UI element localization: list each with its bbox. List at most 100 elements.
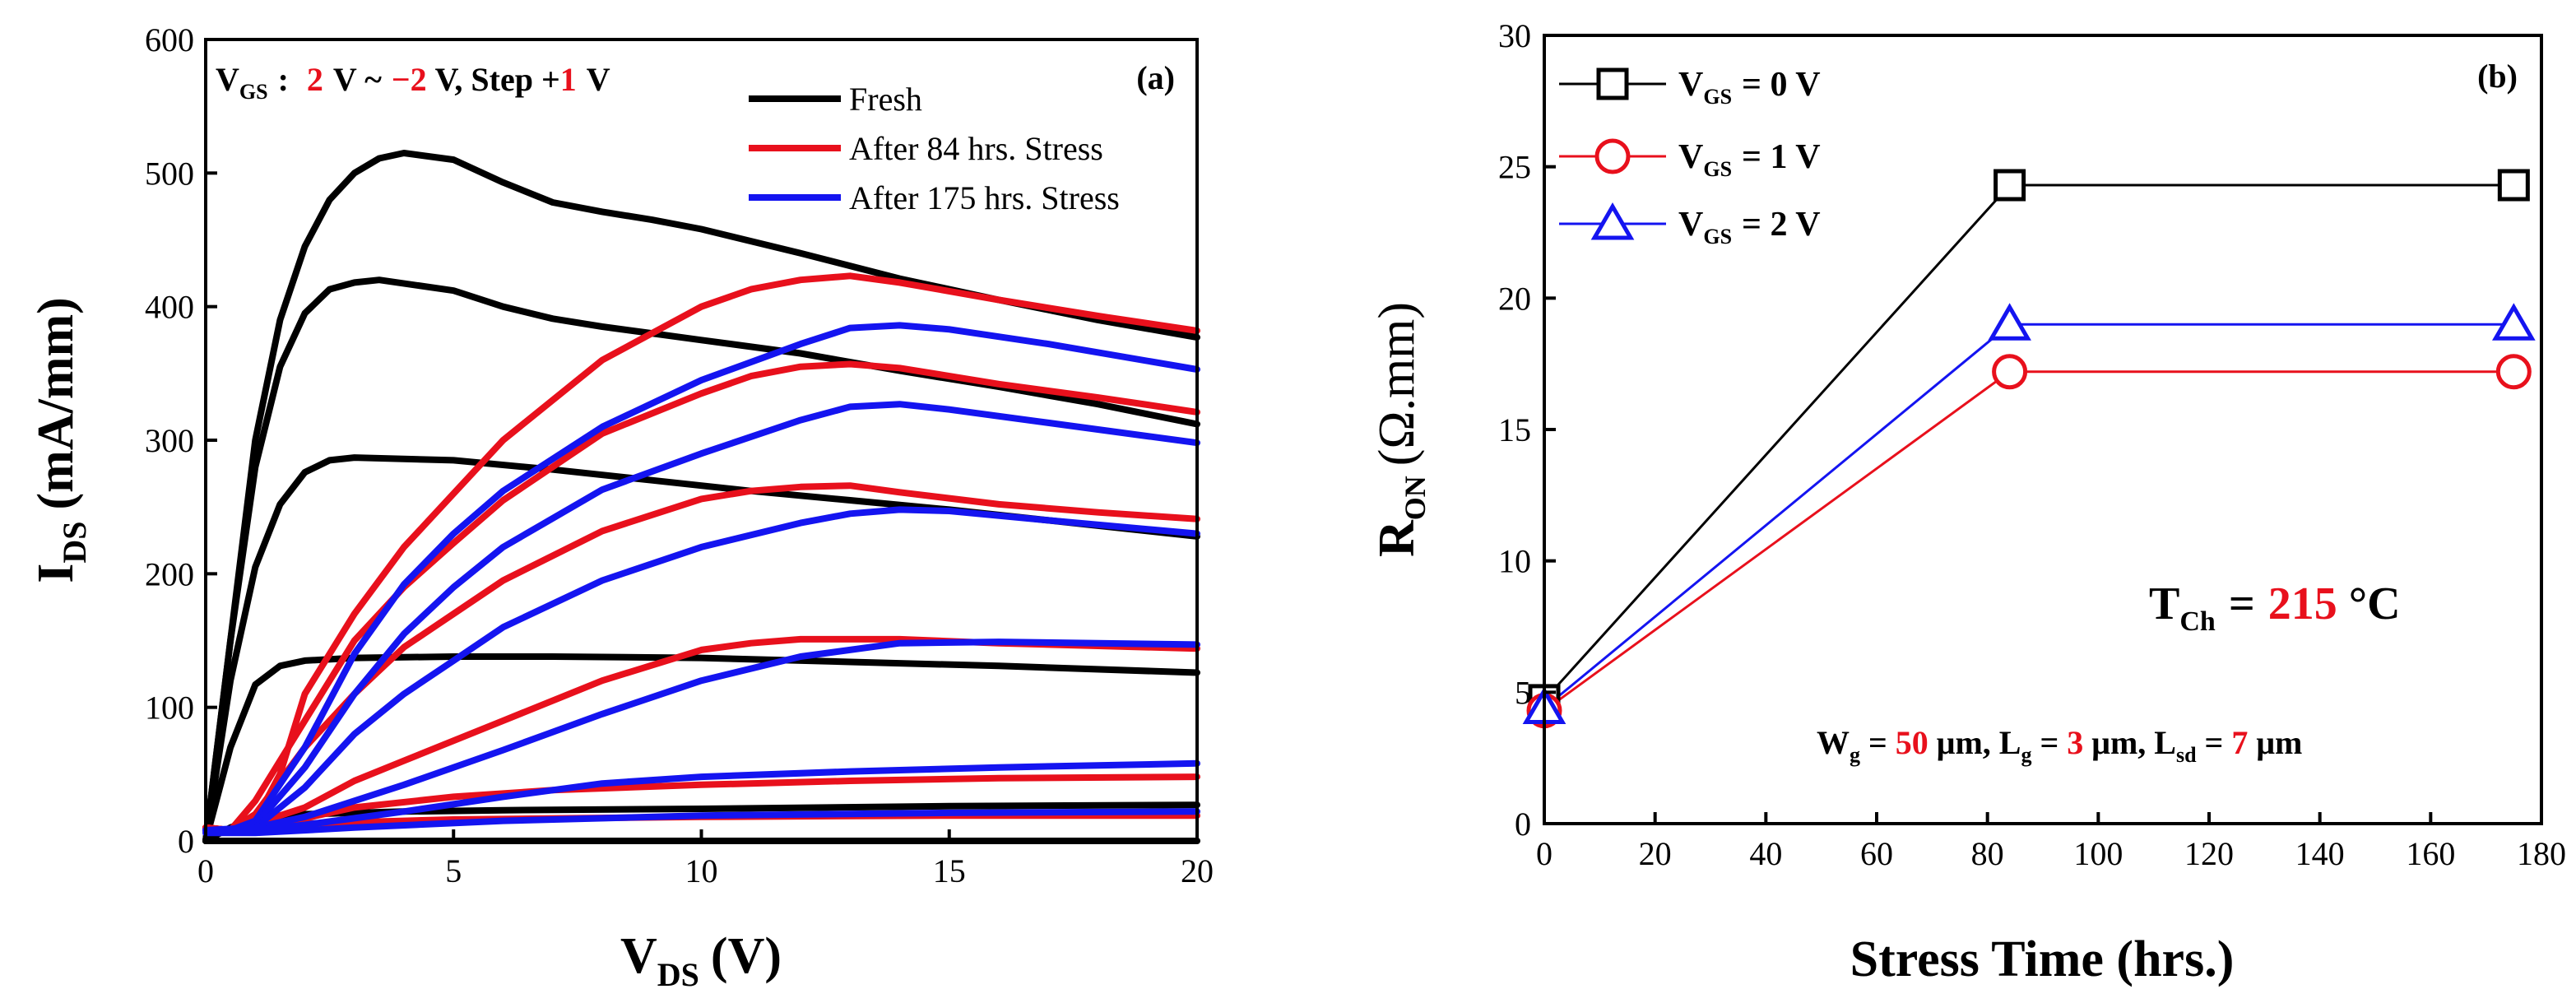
legend-label-vgs2: VGS = 2 V <box>1678 206 1821 248</box>
chart-b-y-label-unit: (Ω.mm) <box>1369 302 1425 466</box>
chart-b-point-circle <box>1992 354 2028 390</box>
chart-b-point-triangle <box>1988 303 2031 341</box>
dim-wg-val: 50 <box>1896 724 1929 761</box>
chart-a-x-label-main: V <box>620 928 657 984</box>
chart-b-y-label-sub: ON <box>1399 476 1432 520</box>
dim-unit1: μm, <box>1937 724 1991 761</box>
chart-b-dimensions-annotation: Wg = 50 μm, Lg = 3 μm, Lsd = 7 μm <box>1817 724 2302 767</box>
chart-a-y-label-main: I <box>28 564 84 583</box>
chart-b-y-tick-label: 20 <box>1498 280 1531 317</box>
chart-a-annotation-step: 1 <box>560 61 577 98</box>
chart-a-annotation-mid2: V, Step + <box>435 61 560 98</box>
chart-b-temperature-annotation: TCh = 215 °C <box>2149 578 2401 637</box>
chart-a-curve-7 <box>202 360 1200 834</box>
legend-label-fresh: Fresh <box>849 81 922 118</box>
legend-vgs2-value: = 2 V <box>1742 206 1821 244</box>
chart-b-x-tick-label: 160 <box>2406 835 2455 872</box>
chart-b-line-2 <box>1543 323 2514 709</box>
chart-a-curve-13 <box>202 401 1200 834</box>
chart-b-y-tick-label: 30 <box>1498 17 1531 54</box>
chart-b-x-tick-label: 180 <box>2517 835 2566 872</box>
chart-a-curve-0 <box>202 150 1200 844</box>
chart-a-annotation-from: 2 <box>307 61 323 98</box>
dim-lsd-sub: sd <box>2176 743 2197 767</box>
chart-a-curve-1 <box>202 276 1200 844</box>
chart-a-x-label-sub: DS <box>657 956 699 993</box>
chart-a-curve-17 <box>202 808 1200 837</box>
dim-wg-sub: g <box>1850 743 1860 767</box>
dim-lsd: L <box>2154 724 2176 761</box>
chart-b-y-tick-label: 10 <box>1498 543 1531 580</box>
legend-label-175hrs: After 175 hrs. Stress <box>849 179 1120 216</box>
chart-a-curve-3 <box>202 653 1200 844</box>
dim-eq1: = <box>1868 724 1887 761</box>
chart-b-point-square <box>1993 169 2026 202</box>
dim-lg-val: 3 <box>2067 724 2083 761</box>
chart-b-ticks: 0 20 40 60 80 100 120 140 160 180 0 5 10 15 20 25 30 <box>1498 17 2566 872</box>
chart-b-x-tick-label: 80 <box>1971 835 2004 872</box>
chart-b-y-tick-label: 5 <box>1515 674 1531 711</box>
chart-a-y-tick-label: 200 <box>145 555 194 592</box>
dim-wg: W <box>1817 724 1850 761</box>
chart-a-x-tick-label: 10 <box>685 852 718 889</box>
temp-t: T <box>2149 578 2179 629</box>
chart-a-curve-6 <box>202 272 1200 834</box>
chart-a-y-tick-label: 0 <box>178 823 194 860</box>
legend-vgs2-v: V <box>1678 206 1703 244</box>
dim-unit3: μm <box>2256 724 2302 761</box>
chart-a-y-axis-label: IDS (mA/mm) <box>28 297 93 583</box>
chart-a-curve-14 <box>202 506 1200 834</box>
chart-a-annotation-v: V <box>216 61 239 98</box>
legend-marker-vgs1-circle <box>1594 138 1631 174</box>
chart-b-x-tick-label: 20 <box>1639 835 1672 872</box>
chart-b-point-triangle <box>2491 303 2536 341</box>
dim-lg-sub: g <box>2021 743 2031 767</box>
chart-b-x-axis-label: Stress Time (hrs.) <box>1850 931 2235 987</box>
chart-a-annotation-to: −2 <box>392 61 427 98</box>
chart-b-x-tick-label: 140 <box>2295 835 2345 872</box>
chart-b-point-circle <box>2495 354 2532 390</box>
chart-b-point-square <box>2497 169 2530 202</box>
chart-b-legend: VGS = 0 V VGS = 1 V VGS = 2 V <box>1559 66 1821 248</box>
chart-b-y-tick-label: 15 <box>1498 411 1531 448</box>
chart-a-curve-2 <box>202 454 1200 844</box>
chart-b-series-group <box>1522 169 2536 729</box>
temp-sub: Ch <box>2179 606 2216 637</box>
chart-a-vgs-annotation: VGS:2 V ~ −2 V, Step +1 V <box>216 61 610 104</box>
chart-b-y-tick-label: 0 <box>1515 806 1531 843</box>
chart-b-y-tick-label: 25 <box>1498 149 1531 186</box>
chart-a-panel-label: (a) <box>1136 59 1175 96</box>
dim-eq2: = <box>2040 724 2058 761</box>
legend-vgs1-value: = 1 V <box>1742 138 1821 176</box>
legend-vgs0-sub: GS <box>1703 85 1732 109</box>
legend-label-84hrs: After 84 hrs. Stress <box>849 130 1103 167</box>
chart-a-y-tick-label: 400 <box>145 289 194 326</box>
chart-a-annotation-sub: GS <box>239 80 268 104</box>
legend-label-vgs1: VGS = 1 V <box>1678 138 1821 181</box>
chart-a-annotation-colon: : <box>278 61 289 98</box>
chart-a-legend: Fresh After 84 hrs. Stress After 175 hrs… <box>749 81 1120 216</box>
legend-vgs0-v: V <box>1678 66 1703 104</box>
temp-eq: = <box>2229 578 2255 629</box>
chart-a-y-tick-label: 600 <box>145 21 194 58</box>
dim-lg: L <box>1999 724 2021 761</box>
dim-lsd-val: 7 <box>2231 724 2248 761</box>
legend-vgs0-value: = 0 V <box>1742 66 1821 104</box>
chart-a-x-tick-label: 20 <box>1181 852 1214 889</box>
chart-b-x-tick-label: 60 <box>1860 835 1893 872</box>
chart-a-curve-16 <box>202 759 1200 834</box>
temp-value: 215 <box>2268 578 2337 629</box>
legend-marker-vgs0-square <box>1596 67 1629 100</box>
chart-a-series-group <box>202 150 1200 844</box>
chart-b-x-tick-label: 40 <box>1749 835 1782 872</box>
chart-a-x-tick-label: 5 <box>445 852 462 889</box>
chart-b-y-axis-label: RON (Ω.mm) <box>1369 302 1432 557</box>
chart-a-y-label-unit: (mA/mm) <box>28 297 84 509</box>
chart-a-y-tick-label: 500 <box>145 155 194 192</box>
dim-unit2: μm, <box>2091 724 2146 761</box>
chart-a-x-tick-label: 15 <box>933 852 966 889</box>
chart-a-curve-15 <box>202 638 1200 834</box>
chart-a-annotation-end: V <box>587 61 610 98</box>
chart-b-line-1 <box>1543 370 2514 712</box>
